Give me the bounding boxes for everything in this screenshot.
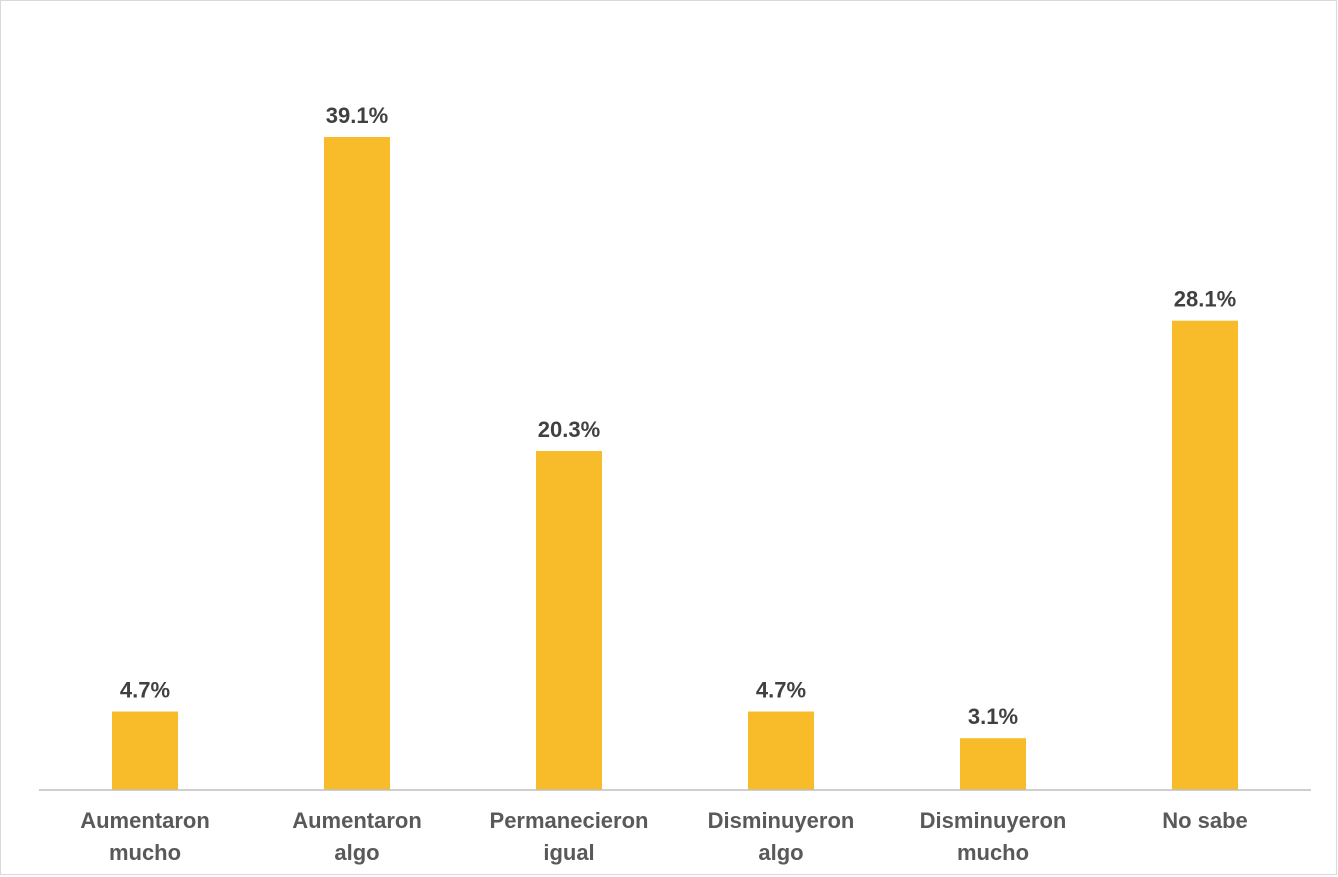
value-label-5: 28.1% [1174, 287, 1236, 312]
bars-layer [112, 137, 1238, 790]
category-label-line: Disminuyeron [708, 808, 855, 833]
category-label-2: Permanecieron igual [490, 808, 649, 865]
value-label-0: 4.7% [120, 678, 170, 703]
category-label-4: Disminuyeron mucho [920, 808, 1067, 865]
bar-1 [324, 137, 390, 790]
value-label-2: 20.3% [538, 417, 600, 442]
value-label-3: 4.7% [756, 678, 806, 703]
category-label-line: Aumentaron [80, 808, 210, 833]
category-label-0: Aumentaron mucho [80, 808, 210, 865]
category-label-line: mucho [109, 840, 181, 865]
bar-3 [748, 711, 814, 790]
category-label-line: igual [543, 840, 594, 865]
category-label-line: Aumentaron [292, 808, 422, 833]
category-label-line: algo [334, 840, 379, 865]
category-label-3: Disminuyeron algo [708, 808, 855, 865]
category-label-5: No sabe [1162, 808, 1248, 833]
bar-2 [536, 451, 602, 790]
value-label-4: 3.1% [968, 704, 1018, 729]
category-label-line: algo [758, 840, 803, 865]
category-label-line: mucho [957, 840, 1029, 865]
category-label-line: Permanecieron [490, 808, 649, 833]
category-labels-layer: Aumentaron mucho Aumentaron algo Permanecier… [80, 808, 1248, 865]
category-label-1: Aumentaron algo [292, 808, 422, 865]
bar-0 [112, 711, 178, 790]
bar-5 [1172, 320, 1238, 790]
value-labels-layer: 4.7% 39.1% 20.3% 4.7% 3.1% 28.1% [120, 103, 1236, 729]
value-label-1: 39.1% [326, 103, 388, 128]
category-label-line: No sabe [1162, 808, 1248, 833]
bar-4 [960, 738, 1026, 790]
category-label-line: Disminuyeron [920, 808, 1067, 833]
